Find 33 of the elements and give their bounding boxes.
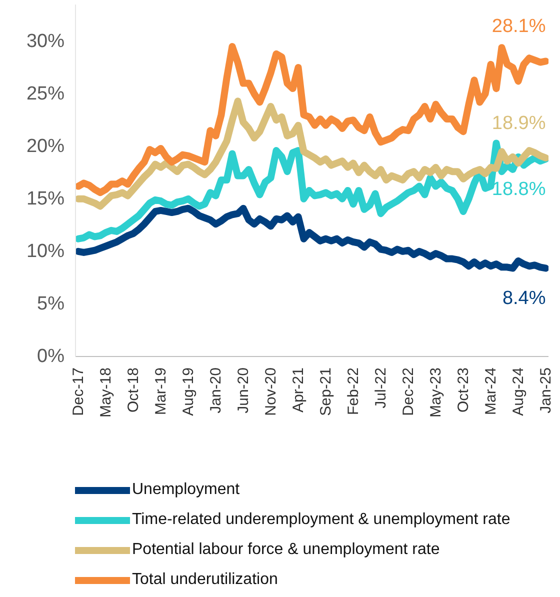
x-tick-label: Mar-19 <box>152 367 170 416</box>
y-tick-label: 15% <box>26 188 65 210</box>
x-tick-label: Dec-22 <box>400 367 417 416</box>
x-tick-label: Feb-22 <box>344 367 362 416</box>
x-tick-label: Apr-21 <box>290 367 307 413</box>
x-tick-label: Nov-20 <box>262 367 280 416</box>
data-label: 18.9% <box>492 112 546 134</box>
data-label: 28.1% <box>492 16 546 38</box>
x-tick-label: Jan-25 <box>537 367 554 414</box>
legend-label: Potential labour force & unemployment rate <box>132 541 440 559</box>
y-tick-label: 0% <box>37 346 65 367</box>
x-tick-label: Aug-19 <box>180 367 197 416</box>
x-tick-label: Jun-20 <box>234 367 252 414</box>
x-tick-label: May-23 <box>427 367 444 418</box>
x-tick-label: Sep-21 <box>317 367 334 416</box>
y-tick-label: 20% <box>26 136 65 157</box>
x-tick-label: Jan-20 <box>207 367 224 414</box>
y-tick-label: 25% <box>26 83 65 104</box>
x-tick-label: Oct-23 <box>454 368 472 413</box>
legend-label: Time-related underemployment & unemployment rate <box>132 511 510 529</box>
x-tick-label: Dec-17 <box>70 367 87 416</box>
legend-label: Total underutilization <box>132 571 278 589</box>
y-tick-label: 10% <box>26 240 65 262</box>
x-tick-label: Oct-18 <box>124 368 142 413</box>
y-tick-label: 5% <box>37 293 65 314</box>
legend-label: Unemployment <box>132 481 240 499</box>
x-tick-label: May-18 <box>97 367 114 418</box>
data-label: 18.8% <box>492 178 546 200</box>
x-tick-label: Jul-22 <box>372 367 390 408</box>
y-tick-label: 30% <box>26 30 65 52</box>
x-tick-label: Mar-24 <box>482 367 500 416</box>
x-tick-label: Aug-24 <box>510 367 527 416</box>
data-label: 8.4% <box>502 288 546 310</box>
